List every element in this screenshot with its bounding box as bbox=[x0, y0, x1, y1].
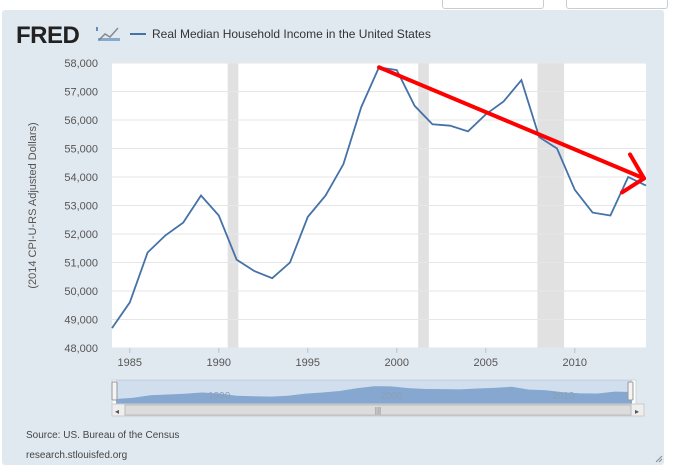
navigator-left-handle[interactable] bbox=[111, 381, 118, 401]
y-tick-label: 54,000 bbox=[64, 172, 98, 184]
navigator-right-handle[interactable] bbox=[627, 381, 634, 401]
y-tick-label: 51,000 bbox=[64, 258, 98, 270]
data-point[interactable] bbox=[643, 183, 649, 189]
x-tick-label: 1990 bbox=[207, 357, 231, 369]
data-point[interactable] bbox=[554, 146, 560, 152]
data-point[interactable] bbox=[376, 64, 382, 70]
toolbar-button[interactable] bbox=[566, 0, 668, 9]
scroll-left-icon[interactable]: ◂ bbox=[115, 407, 119, 416]
source-text: Source: US. Bureau of the Census bbox=[26, 430, 180, 441]
scroll-right-icon[interactable]: ▸ bbox=[635, 407, 639, 416]
x-tick-label: 2005 bbox=[474, 357, 498, 369]
data-point[interactable] bbox=[590, 210, 596, 216]
y-tick-label: 57,000 bbox=[64, 87, 98, 99]
logo-text: FRED bbox=[16, 22, 80, 49]
resize-handle-icon[interactable] bbox=[655, 455, 663, 463]
data-point[interactable] bbox=[287, 260, 293, 266]
data-point[interactable] bbox=[394, 67, 400, 73]
data-point[interactable] bbox=[625, 174, 631, 180]
data-point[interactable] bbox=[323, 193, 329, 199]
y-tick-label: 58,000 bbox=[64, 58, 98, 70]
data-point[interactable] bbox=[234, 257, 240, 263]
data-point[interactable] bbox=[536, 134, 542, 140]
y-tick-label: 55,000 bbox=[64, 144, 98, 156]
y-tick-label: 52,000 bbox=[64, 229, 98, 241]
data-point[interactable] bbox=[305, 214, 311, 220]
trend-arrow bbox=[377, 65, 646, 195]
navigator[interactable]: 1990 2000 2010 ◂ ▸ ||| bbox=[111, 379, 645, 417]
data-point[interactable] bbox=[429, 121, 435, 127]
toolbar-button[interactable] bbox=[442, 0, 544, 9]
x-tick-label: 2000 bbox=[385, 357, 409, 369]
data-point[interactable] bbox=[109, 325, 115, 331]
data-point[interactable] bbox=[269, 275, 275, 281]
data-point[interactable] bbox=[180, 220, 186, 226]
navigator-label: 2010 bbox=[552, 391, 575, 402]
y-tick-label: 48,000 bbox=[64, 343, 98, 355]
data-point[interactable] bbox=[198, 193, 204, 199]
arrow-head bbox=[620, 152, 646, 195]
navigator-label: 1990 bbox=[208, 391, 231, 402]
legend-label: Real Median Household Income in the Unit… bbox=[152, 27, 431, 41]
data-point[interactable] bbox=[127, 299, 133, 305]
data-point[interactable] bbox=[501, 98, 507, 104]
data-point[interactable] bbox=[251, 268, 257, 274]
data-point[interactable] bbox=[216, 212, 222, 218]
data-point[interactable] bbox=[607, 212, 613, 218]
fred-chart-icon bbox=[96, 27, 120, 41]
y-axis-label: (2014 CPI-U-RS Adjusted Dollars) bbox=[27, 122, 39, 288]
source-link[interactable]: research.stlouisfed.org bbox=[26, 450, 128, 461]
data-point[interactable] bbox=[483, 111, 489, 117]
navigator-label: 2000 bbox=[380, 391, 403, 402]
data-point[interactable] bbox=[518, 77, 524, 83]
data-point[interactable] bbox=[358, 104, 364, 110]
y-tick-label: 53,000 bbox=[64, 201, 98, 213]
data-point[interactable] bbox=[340, 161, 346, 167]
data-point[interactable] bbox=[145, 250, 151, 256]
y-tick-label: 50,000 bbox=[64, 286, 98, 298]
y-tick-label: 49,000 bbox=[64, 315, 98, 327]
scrollbar-grip-icon: ||| bbox=[375, 406, 381, 415]
data-point[interactable] bbox=[412, 103, 418, 109]
data-point[interactable] bbox=[162, 232, 168, 238]
data-point[interactable] bbox=[447, 123, 453, 129]
arrow-shaft bbox=[377, 65, 646, 181]
navigator-area bbox=[116, 386, 632, 404]
data-point[interactable] bbox=[572, 187, 578, 193]
logo[interactable]: FRED bbox=[16, 22, 120, 49]
data-point[interactable] bbox=[465, 128, 471, 134]
y-tick-label: 56,000 bbox=[64, 115, 98, 127]
x-tick-label: 1995 bbox=[296, 357, 320, 369]
x-tick-label: 2010 bbox=[563, 357, 587, 369]
x-tick-label: 1985 bbox=[118, 357, 142, 369]
scrollbar-thumb[interactable] bbox=[124, 404, 632, 416]
